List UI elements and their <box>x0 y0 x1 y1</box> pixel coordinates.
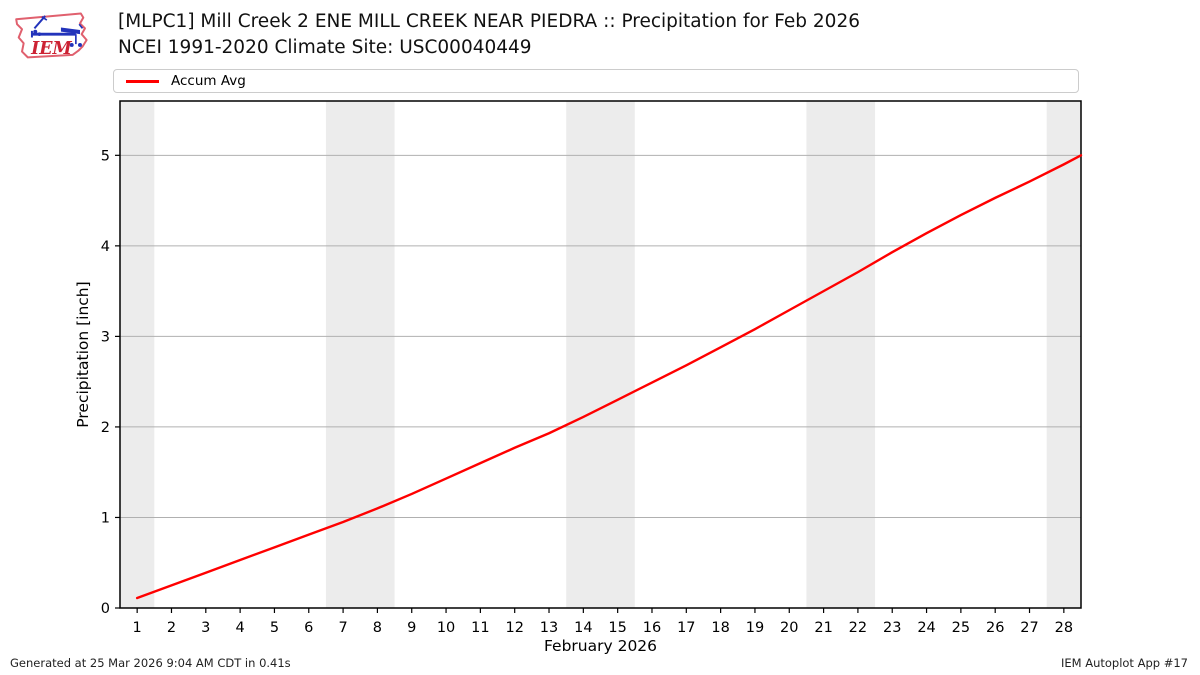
weekend-band <box>806 101 876 608</box>
x-tick-label: 15 <box>608 620 626 636</box>
x-tick-label: 13 <box>540 620 558 636</box>
x-tick-label: 4 <box>236 620 245 636</box>
x-tick-label: 21 <box>814 620 832 636</box>
y-tick-label: 5 <box>101 148 110 164</box>
iem-logo-text: IEM <box>30 39 72 59</box>
generated-at-text: Generated at 25 Mar 2026 9:04 AM CDT in … <box>10 656 291 670</box>
x-tick-label: 6 <box>304 620 313 636</box>
x-tick-label: 8 <box>373 620 382 636</box>
y-tick-label: 2 <box>101 420 110 436</box>
y-tick-label: 3 <box>101 329 110 345</box>
iowa-outline-icon <box>15 12 88 59</box>
legend: Accum Avg <box>113 69 1079 93</box>
x-tick-label: 12 <box>505 620 523 636</box>
weekend-band <box>566 101 635 608</box>
x-tick-label: 9 <box>407 620 416 636</box>
x-tick-label: 2 <box>167 620 176 636</box>
x-tick-label: 5 <box>270 620 279 636</box>
x-tick-label: 16 <box>643 620 661 636</box>
x-tick-label: 27 <box>1020 620 1038 636</box>
chart-title-block: [MLPC1] Mill Creek 2 ENE MILL CREEK NEAR… <box>118 9 860 61</box>
x-tick-label: 22 <box>849 620 867 636</box>
x-tick-label: 7 <box>338 620 347 636</box>
x-tick-label: 26 <box>986 620 1004 636</box>
x-tick-label: 19 <box>746 620 764 636</box>
x-tick-label: 10 <box>437 620 455 636</box>
weekend-band <box>325 101 395 608</box>
x-tick-label: 20 <box>780 620 798 636</box>
x-tick-label: 17 <box>677 620 695 636</box>
weekend-band <box>120 101 155 608</box>
plot-border <box>119 100 1082 609</box>
x-tick-label: 11 <box>471 620 489 636</box>
app-credit-text: IEM Autoplot App #17 <box>1060 656 1188 670</box>
y-tick-label: 0 <box>101 601 110 617</box>
y-tick-label: 1 <box>101 510 110 526</box>
iem-logo: IEM <box>15 12 88 59</box>
x-axis-label: February 2026 <box>544 637 657 655</box>
x-tick-label: 18 <box>711 620 729 636</box>
legend-label: Accum Avg <box>171 73 246 89</box>
x-tick-label: 23 <box>883 620 901 636</box>
weekend-band <box>1046 101 1081 608</box>
x-tick-label: 25 <box>952 620 970 636</box>
chart-subtitle: NCEI 1991-2020 Climate Site: USC00040449 <box>118 37 532 58</box>
x-tick-label: 14 <box>574 620 592 636</box>
x-tick-label: 3 <box>201 620 210 636</box>
x-tick-label: 1 <box>133 620 142 636</box>
wind-vane-icon <box>30 15 84 47</box>
y-tick-label: 4 <box>101 239 110 255</box>
x-tick-label: 24 <box>917 620 935 636</box>
legend-line-swatch <box>126 79 159 83</box>
accum-avg-line <box>135 154 1083 600</box>
chart-title: [MLPC1] Mill Creek 2 ENE MILL CREEK NEAR… <box>118 11 860 32</box>
x-tick-label: 28 <box>1055 620 1073 636</box>
y-axis-label: Precipitation [inch] <box>74 281 92 427</box>
